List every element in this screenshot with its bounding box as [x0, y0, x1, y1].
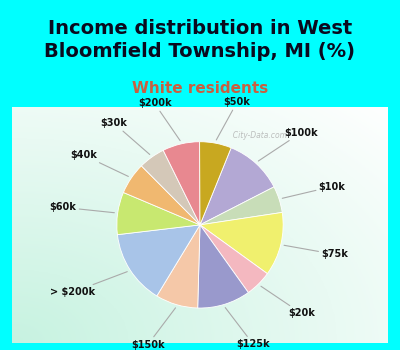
Text: $75k: $75k: [284, 245, 348, 259]
Wedge shape: [141, 150, 200, 225]
Text: $40k: $40k: [70, 150, 128, 176]
Text: $100k: $100k: [258, 128, 318, 161]
Text: $150k: $150k: [131, 308, 176, 350]
Text: White residents: White residents: [132, 81, 268, 96]
Wedge shape: [200, 225, 267, 293]
Text: $60k: $60k: [50, 202, 114, 213]
Wedge shape: [200, 187, 282, 225]
Text: Income distribution in West
Bloomfield Township, MI (%): Income distribution in West Bloomfield T…: [44, 19, 356, 61]
Text: $50k: $50k: [216, 97, 250, 140]
Text: City-Data.com: City-Data.com: [228, 131, 287, 140]
Text: $30k: $30k: [101, 118, 150, 154]
Text: $125k: $125k: [225, 308, 270, 349]
Wedge shape: [157, 225, 200, 308]
Text: $200k: $200k: [138, 98, 180, 141]
Wedge shape: [118, 225, 200, 296]
Text: $20k: $20k: [261, 286, 315, 318]
Text: $10k: $10k: [282, 182, 346, 198]
Wedge shape: [200, 212, 283, 274]
Wedge shape: [124, 166, 200, 225]
Wedge shape: [117, 193, 200, 235]
Wedge shape: [198, 225, 248, 308]
Wedge shape: [200, 142, 231, 225]
Text: > $200k: > $200k: [50, 272, 127, 298]
Wedge shape: [163, 142, 200, 225]
Wedge shape: [200, 148, 274, 225]
